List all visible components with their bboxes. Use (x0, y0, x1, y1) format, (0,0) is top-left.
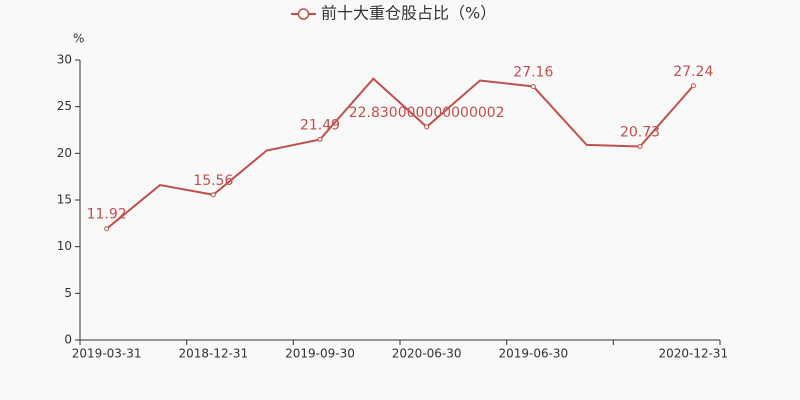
value-label: 15.56 (193, 173, 233, 189)
y-tick-label: 5 (64, 286, 72, 300)
point (317, 136, 323, 142)
x-tick-label: 2019-09-30 (285, 347, 355, 361)
y-tick-label: 20 (57, 146, 72, 160)
y-tick-label: 15 (57, 193, 72, 207)
point (210, 192, 216, 198)
point (690, 83, 696, 89)
y-tick-label: 10 (57, 239, 72, 253)
x-tick-label: 2019-06-30 (498, 347, 568, 361)
value-label: 22.830000000000002 (349, 105, 505, 121)
value-label: 27.24 (673, 64, 713, 80)
x-tick-label: 2020-12-31 (658, 347, 728, 361)
point (104, 226, 110, 232)
legend-label: 前十大重仓股占比（%） (321, 4, 496, 23)
y-tick-label: 30 (57, 53, 72, 67)
point (424, 124, 430, 130)
point (530, 84, 536, 90)
x-tick-label: 2019-03-31 (72, 347, 142, 361)
y-axis-label: % (73, 32, 84, 46)
value-label: 11.92 (87, 207, 127, 223)
value-label: 21.49 (300, 117, 340, 133)
value-label: 27.16 (513, 65, 553, 81)
x-tick-label: 2018-12-31 (178, 347, 248, 361)
y-tick-label: 0 (64, 333, 72, 347)
line (106, 77, 695, 230)
legend-marker (297, 8, 310, 20)
value-label: 20.73 (620, 125, 660, 141)
x-tick-label: 2020-06-30 (392, 347, 462, 361)
y-tick-label: 25 (57, 99, 72, 113)
point (637, 144, 643, 150)
